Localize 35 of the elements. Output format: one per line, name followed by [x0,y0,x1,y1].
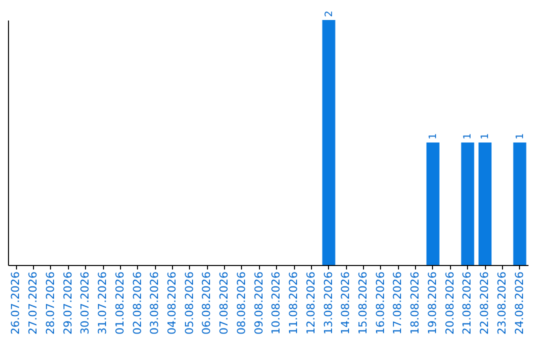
x-tick-label: 03.08.2026 [148,272,162,334]
x-tick-label: 14.08.2026 [339,272,352,334]
x-tick-label: 02.08.2026 [130,272,144,334]
x-tick-label: 08.08.2026 [234,272,248,334]
x-tick-label: 20.08.2026 [443,272,456,334]
x-tick-label: 10.08.2026 [270,272,283,334]
x-tick-label: 13.08.2026 [322,272,335,334]
data-label: 1 [480,133,492,140]
x-tick-label: 05.08.2026 [182,272,196,334]
x-tick-label: 30.07.2026 [78,272,92,334]
x-tick-label: 16.08.2026 [374,272,387,334]
x-tick-label: 04.08.2026 [166,272,179,334]
x-tick-label: 24.08.2026 [512,272,526,334]
x-tick-label: 09.08.2026 [252,272,266,334]
x-tick-label: 28.07.2026 [44,272,57,334]
x-tick-label: 19.08.2026 [426,272,439,334]
data-label: 1 [428,133,439,140]
x-tick-label: 01.08.2026 [113,272,126,334]
data-label: 2 [324,10,335,17]
x-tick-label: 31.07.2026 [96,272,110,334]
x-tick-label: 07.08.2026 [218,272,231,334]
data-label: 1 [462,133,474,140]
x-tick-label: 12.08.2026 [304,272,318,334]
x-tick-label: 17.08.2026 [391,272,404,334]
data-label: 1 [514,133,526,140]
x-tick-label: 15.08.2026 [356,272,370,334]
x-tick-label: 21.08.2026 [460,272,474,334]
x-tick-label: 26.07.2026 [9,272,22,334]
x-tick-label: 11.08.2026 [287,272,300,334]
x-tick-label: 27.07.2026 [26,272,40,334]
x-tick-label: 29.07.2026 [61,272,74,334]
x-tick-label: 22.08.2026 [478,272,492,334]
x-tick-label: 23.08.2026 [495,272,508,334]
x-tick-label: 18.08.2026 [408,272,422,334]
x-tick-label: 06.08.2026 [200,272,214,334]
